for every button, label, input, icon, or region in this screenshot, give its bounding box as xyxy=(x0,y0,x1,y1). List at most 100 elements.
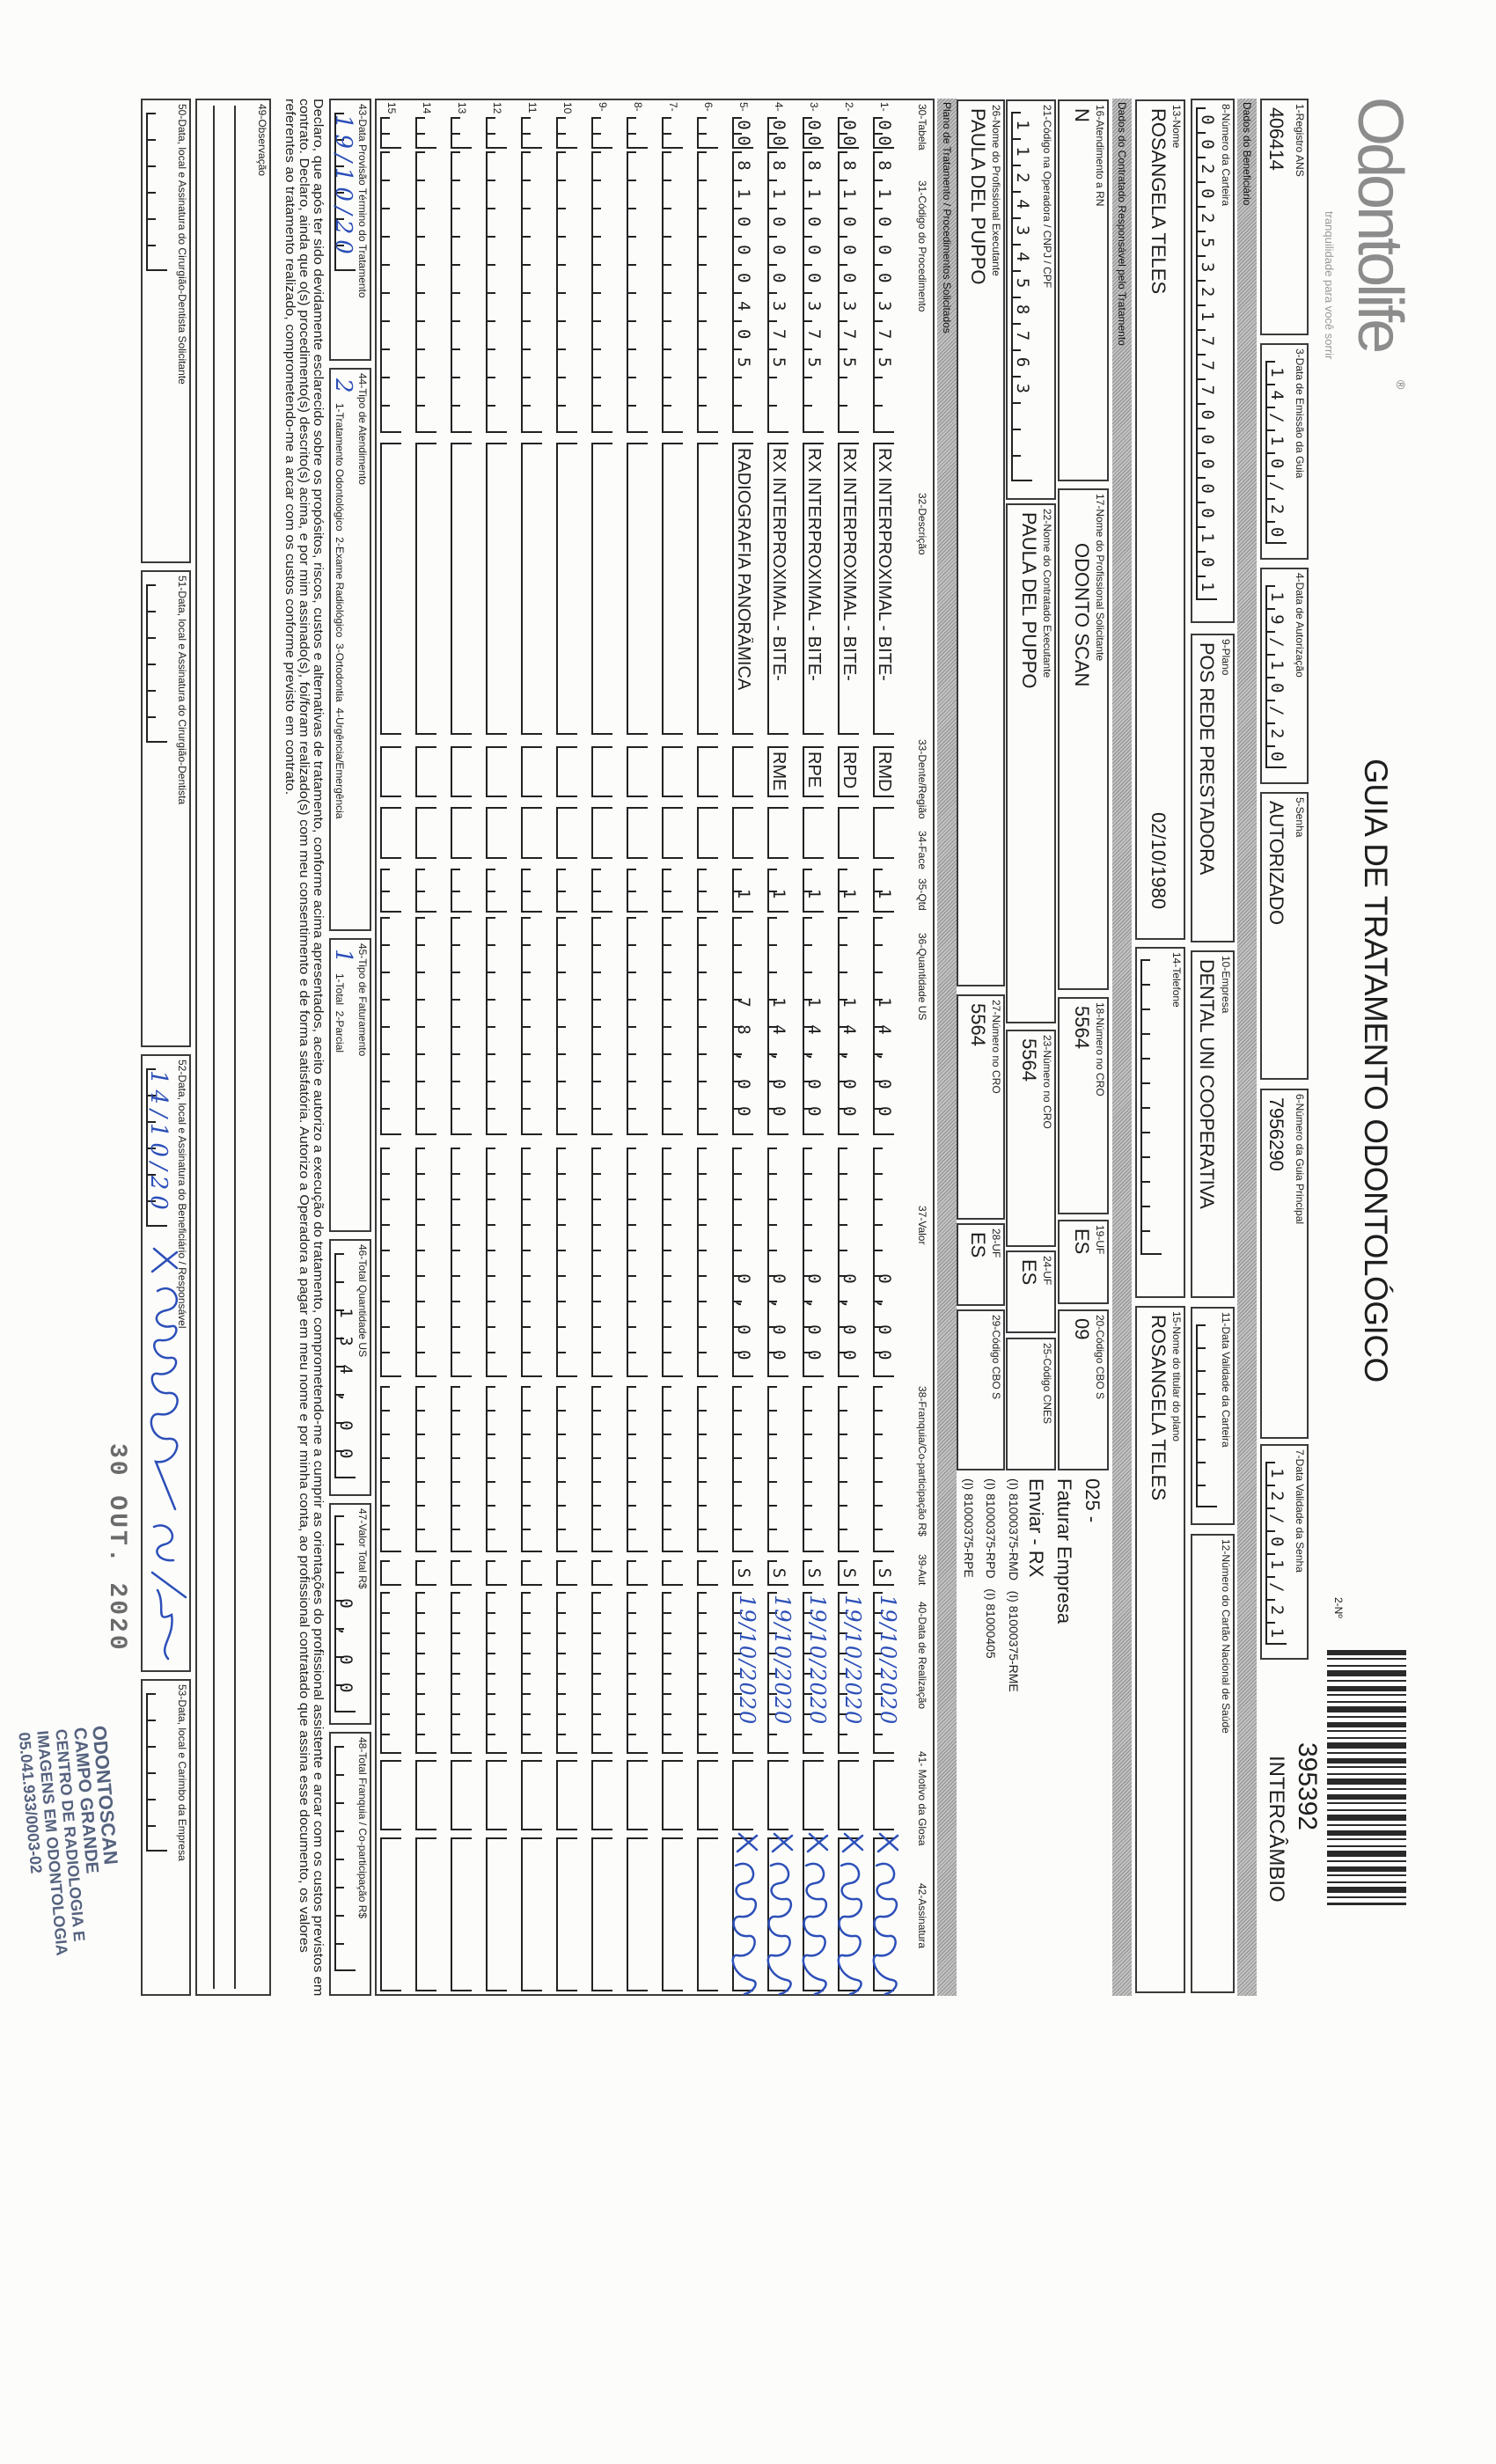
dente-field[interactable] xyxy=(697,746,718,797)
qtd-us-field[interactable] xyxy=(380,917,401,1135)
face-field[interactable] xyxy=(732,807,753,859)
face-field[interactable] xyxy=(521,807,542,859)
descricao-field[interactable] xyxy=(451,443,472,735)
face-field[interactable] xyxy=(662,807,683,859)
field-observacao[interactable]: 49-Observação xyxy=(195,99,271,1996)
qtd-us-field[interactable]: 14,00 xyxy=(803,917,824,1135)
descricao-field[interactable] xyxy=(627,443,648,735)
aut-field[interactable]: S xyxy=(767,1560,788,1586)
qtd-field[interactable]: 1 xyxy=(873,869,894,913)
franquia-field[interactable] xyxy=(697,1386,718,1552)
aut-field[interactable]: S xyxy=(838,1560,859,1586)
dente-field[interactable] xyxy=(415,746,436,797)
dente-field[interactable] xyxy=(380,746,401,797)
assinatura-field[interactable] xyxy=(380,1837,401,1991)
assinatura-field[interactable] xyxy=(662,1837,683,1991)
franquia-field[interactable] xyxy=(380,1386,401,1552)
data-realizacao-comb[interactable] xyxy=(380,1592,401,1754)
dente-field[interactable] xyxy=(732,746,753,797)
aut-field[interactable] xyxy=(556,1560,577,1586)
qtd-us-field[interactable] xyxy=(591,917,612,1135)
glosa-field[interactable] xyxy=(627,1760,648,1830)
data-realizacao-comb[interactable] xyxy=(627,1592,648,1754)
codigo-field[interactable] xyxy=(591,151,612,433)
descricao-field[interactable] xyxy=(591,443,612,735)
glosa-field[interactable] xyxy=(451,1760,472,1830)
descricao-field[interactable]: RADIOGRAFIA PANORÂMICA xyxy=(732,443,753,735)
aut-field[interactable] xyxy=(451,1560,472,1586)
qtd-field[interactable] xyxy=(521,869,542,913)
valor-field[interactable] xyxy=(591,1148,612,1377)
glosa-field[interactable] xyxy=(662,1760,683,1830)
qtd-field[interactable]: 1 xyxy=(767,869,788,913)
tabela-field[interactable]: 00 xyxy=(767,117,788,149)
tabela-field[interactable] xyxy=(380,117,401,149)
franquia-field[interactable] xyxy=(627,1386,648,1552)
glosa-field[interactable] xyxy=(486,1760,507,1830)
assinatura-field[interactable] xyxy=(451,1837,472,1991)
codigo-field[interactable] xyxy=(451,151,472,433)
glosa-field[interactable] xyxy=(556,1760,577,1830)
valor-field[interactable]: 0,00 xyxy=(732,1148,753,1377)
qtd-field[interactable]: 1 xyxy=(732,869,753,913)
data-realizacao-comb[interactable] xyxy=(451,1592,472,1754)
data-realizacao-comb[interactable] xyxy=(486,1592,507,1754)
franquia-field[interactable] xyxy=(451,1386,472,1552)
valor-field[interactable] xyxy=(486,1148,507,1377)
franquia-field[interactable] xyxy=(803,1386,824,1552)
codigo-field[interactable]: 81000375 xyxy=(767,151,788,433)
tabela-field[interactable]: 00 xyxy=(873,117,894,149)
data-realizacao-comb[interactable] xyxy=(521,1592,542,1754)
valor-field[interactable]: 0,00 xyxy=(838,1148,859,1377)
qtd-us-field[interactable]: 78,00 xyxy=(732,917,753,1135)
glosa-field[interactable] xyxy=(521,1760,542,1830)
descricao-field[interactable] xyxy=(556,443,577,735)
face-field[interactable] xyxy=(591,807,612,859)
dente-field[interactable] xyxy=(627,746,648,797)
qtd-field[interactable] xyxy=(627,869,648,913)
tabela-field[interactable] xyxy=(662,117,683,149)
assinatura-field[interactable] xyxy=(486,1837,507,1991)
codigo-field[interactable] xyxy=(521,151,542,433)
tabela-field[interactable]: 00 xyxy=(732,117,753,149)
qtd-field[interactable] xyxy=(486,869,507,913)
valor-field[interactable] xyxy=(521,1148,542,1377)
qtd-us-field[interactable] xyxy=(627,917,648,1135)
tabela-field[interactable] xyxy=(521,117,542,149)
valor-field[interactable]: 0,00 xyxy=(873,1148,894,1377)
glosa-field[interactable] xyxy=(415,1760,436,1830)
franquia-field[interactable] xyxy=(556,1386,577,1552)
tabela-field[interactable] xyxy=(591,117,612,149)
franquia-field[interactable] xyxy=(415,1386,436,1552)
aut-field[interactable] xyxy=(627,1560,648,1586)
qtd-field[interactable] xyxy=(415,869,436,913)
face-field[interactable] xyxy=(803,807,824,859)
codigo-field[interactable]: 81000375 xyxy=(803,151,824,433)
dente-field[interactable] xyxy=(521,746,542,797)
data-realizacao-comb[interactable] xyxy=(697,1592,718,1754)
tabela-field[interactable] xyxy=(556,117,577,149)
descricao-field[interactable] xyxy=(521,443,542,735)
tabela-field[interactable] xyxy=(451,117,472,149)
qtd-us-field[interactable] xyxy=(486,917,507,1135)
descricao-field[interactable]: RX INTERPROXIMAL - BITE- xyxy=(838,443,859,735)
aut-field[interactable] xyxy=(662,1560,683,1586)
dente-field[interactable] xyxy=(591,746,612,797)
dente-field[interactable] xyxy=(486,746,507,797)
dente-field[interactable]: RMD xyxy=(873,746,894,797)
glosa-field[interactable] xyxy=(591,1760,612,1830)
dente-field[interactable] xyxy=(556,746,577,797)
tabela-field[interactable] xyxy=(697,117,718,149)
assinatura-field[interactable] xyxy=(556,1837,577,1991)
tabela-field[interactable] xyxy=(486,117,507,149)
glosa-field[interactable] xyxy=(732,1760,753,1830)
franquia-field[interactable] xyxy=(521,1386,542,1552)
valor-field[interactable] xyxy=(662,1148,683,1377)
qtd-field[interactable] xyxy=(380,869,401,913)
face-field[interactable] xyxy=(451,807,472,859)
descricao-field[interactable]: RX INTERPROXIMAL - BITE- xyxy=(803,443,824,735)
face-field[interactable] xyxy=(415,807,436,859)
face-field[interactable] xyxy=(486,807,507,859)
aut-field[interactable] xyxy=(380,1560,401,1586)
qtd-field[interactable]: 1 xyxy=(838,869,859,913)
